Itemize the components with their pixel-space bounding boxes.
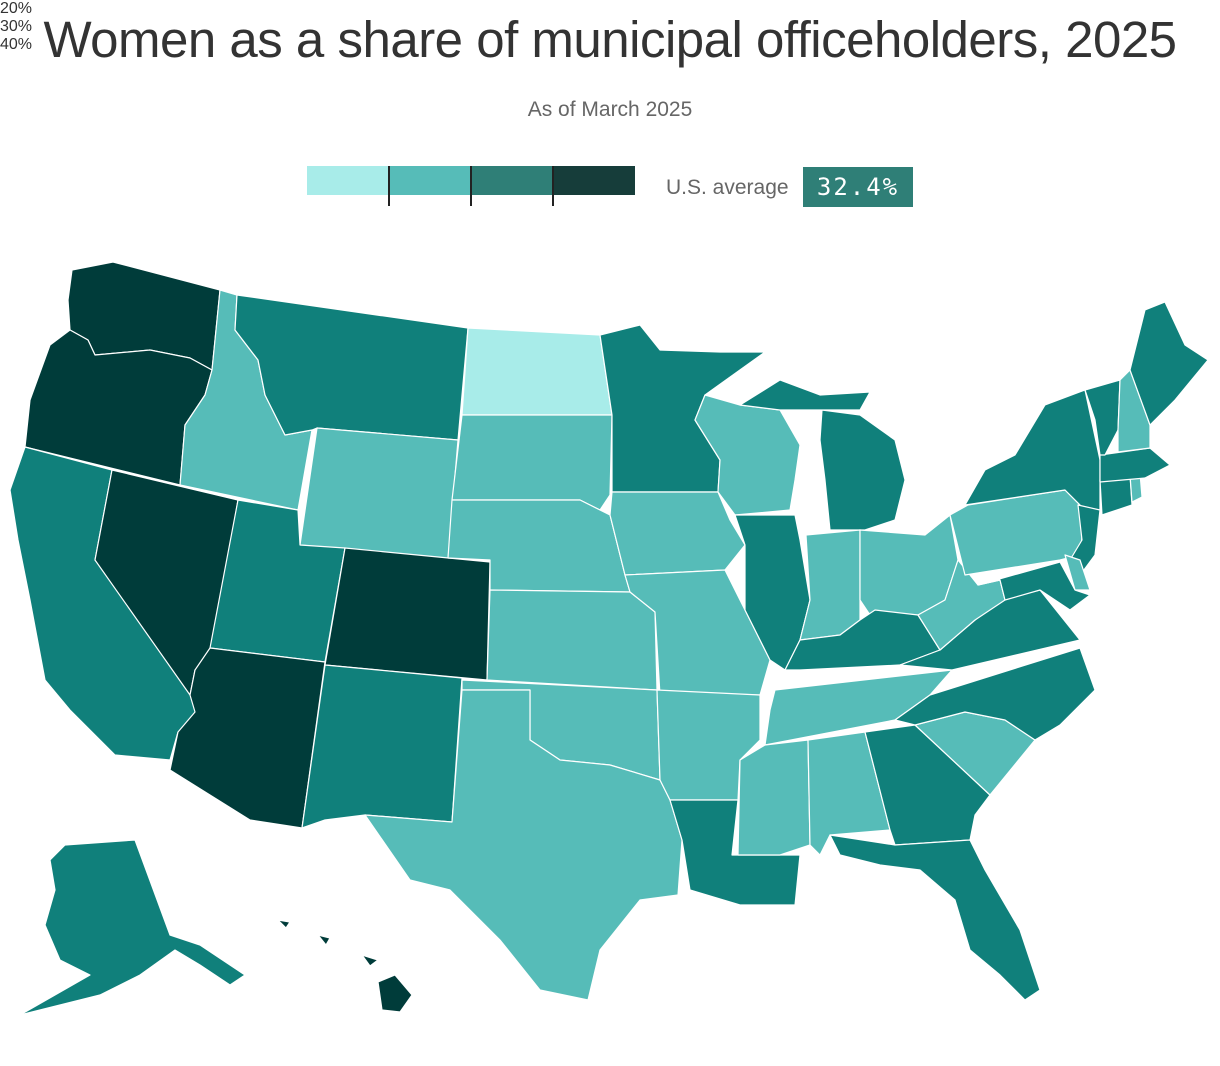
state-michigan-part-1: Michigan (819, 409, 906, 531)
map-subtitle: As of March 2025 (527, 98, 693, 121)
state-alaska: Alaska (19, 839, 246, 1016)
us-average-value: 32.4% (803, 167, 913, 207)
us-average-label: U.S. average (666, 176, 789, 199)
state-maryland: Maryland (977, 561, 1091, 611)
state-florida: Florida (829, 834, 1041, 1001)
state-colorado: Colorado (324, 547, 491, 681)
state-louisiana: Louisiana (669, 799, 801, 906)
state-indiana: Indiana (799, 529, 861, 641)
state-new-york: New York (964, 389, 1101, 511)
state-texas: Texas (364, 689, 683, 1001)
legend-bin-1 (307, 166, 389, 195)
state-hawaii-part-1: Hawaii (377, 974, 413, 1013)
state-mississippi: Mississippi (737, 739, 811, 856)
legend-tick-40 (552, 166, 554, 206)
legend-label-40: 40% (0, 36, 33, 53)
state-michigan-part-2: Michigan (739, 379, 871, 411)
legend-bin-2 (389, 166, 471, 195)
legend-tick-20 (388, 166, 390, 206)
map-title: Women as a share of municipal officehold… (43, 11, 1177, 68)
legend-label-30: 30% (0, 18, 33, 35)
legend-bin-4 (553, 166, 635, 195)
state-north-dakota: North Dakota (461, 327, 613, 416)
state-hawaii-part-2: Hawaii (361, 954, 379, 967)
state-new-mexico: New Mexico (301, 664, 463, 829)
legend-bin-3 (471, 166, 553, 195)
color-legend (307, 166, 635, 206)
state-north-carolina: North Carolina (894, 647, 1096, 741)
state-iowa: Iowa (609, 491, 746, 576)
state-kentucky: Kentucky (784, 609, 941, 671)
state-kansas: Kansas (486, 589, 658, 691)
state-maine: Maine (1129, 301, 1209, 426)
state-wyoming: Wyoming (299, 427, 459, 561)
state-hawaii-part-3: Hawaii (317, 934, 331, 946)
legend-label-20: 20% (0, 0, 33, 17)
legend-tick-30 (470, 166, 472, 206)
state-hawaii-part-4: Hawaii (277, 919, 291, 929)
state-ohio: Ohio (859, 514, 959, 616)
state-south-dakota: South Dakota (451, 414, 613, 511)
state-delaware: Delaware (1064, 554, 1091, 591)
state-montana: Montana (234, 294, 469, 441)
state-massachusetts: Massachusetts (1099, 447, 1171, 483)
